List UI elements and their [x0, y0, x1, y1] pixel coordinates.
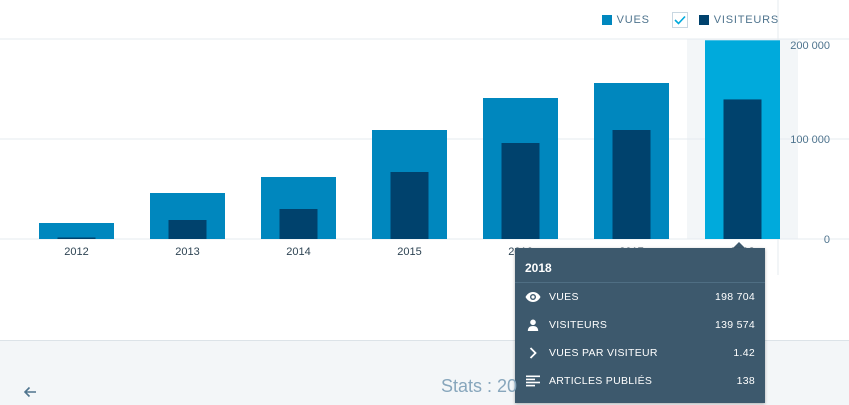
arrow-left-icon[interactable]	[22, 384, 38, 400]
bars[interactable]	[39, 40, 780, 240]
y-tick-label: 200 000	[790, 40, 830, 52]
x-tick-label: 2012	[64, 246, 88, 258]
x-tick-label: 2014	[286, 246, 310, 258]
tooltip-row-visitors: VISITEURS 139 574	[515, 311, 765, 339]
bar-visitors-2013[interactable]	[168, 220, 207, 239]
legend-item-visitors[interactable]: VISITEURS	[671, 12, 779, 28]
bar-visitors-2017[interactable]	[612, 130, 651, 239]
tooltip-label: VISITEURS	[549, 319, 608, 331]
x-tick-label: 2015	[397, 246, 421, 258]
tooltip-label: VUES	[549, 291, 579, 303]
tooltip-row-views-per-visitor: VUES PAR VISITEUR 1.42	[515, 339, 765, 367]
legend-visitors-label: VISITEURS	[713, 14, 779, 26]
chart-panel: VUES VISITEURS 0 100 000 200 000 2012 2013 2…	[0, 0, 849, 341]
person-icon	[525, 317, 541, 333]
tooltip-row-posts: ARTICLES PUBLIÉS 138	[515, 367, 765, 395]
y-tick-label: 100 000	[790, 134, 830, 146]
lines-icon	[525, 373, 541, 389]
tooltip-title: 2018	[515, 248, 765, 283]
bar-visitors-2015[interactable]	[390, 172, 429, 239]
bar-visitors-2016[interactable]	[501, 143, 540, 239]
bar-visitors-2018[interactable]	[723, 99, 762, 240]
bar-visitors-2012[interactable]	[57, 237, 96, 240]
tooltip-value: 198 704	[714, 291, 755, 303]
tooltip-row-views: VUES 198 704	[515, 283, 765, 311]
chevron-right-icon	[525, 345, 541, 361]
bar-views-2012[interactable]	[39, 223, 114, 239]
visitors-checkbox[interactable]	[671, 12, 688, 28]
visitors-swatch	[698, 15, 709, 25]
legend-views-label: VUES	[616, 14, 650, 26]
checkmark-icon	[674, 15, 686, 25]
bar-tooltip: 2018 VUES 198 704 VISITEURS 139 574	[515, 248, 765, 403]
legend-item-views[interactable]: VUES	[601, 14, 650, 26]
tooltip-value: 139 574	[714, 319, 755, 331]
stats-page-title: Stats : 20	[441, 376, 518, 396]
y-tick-label: 0	[824, 234, 830, 246]
tooltip-arrow	[733, 242, 745, 248]
tooltip-value: 1.42	[733, 347, 755, 359]
eye-icon	[525, 289, 541, 305]
tooltip-value: 138	[736, 375, 755, 387]
tooltip-label: ARTICLES PUBLIÉS	[549, 375, 653, 387]
y-axis-labels: 0 100 000 200 000	[790, 40, 830, 246]
tooltip-label: VUES PAR VISITEUR	[549, 347, 658, 359]
x-tick-label: 2013	[175, 246, 199, 258]
chart-legend: VUES VISITEURS	[601, 8, 779, 32]
views-swatch	[601, 15, 612, 25]
bar-visitors-2014[interactable]	[279, 209, 318, 239]
